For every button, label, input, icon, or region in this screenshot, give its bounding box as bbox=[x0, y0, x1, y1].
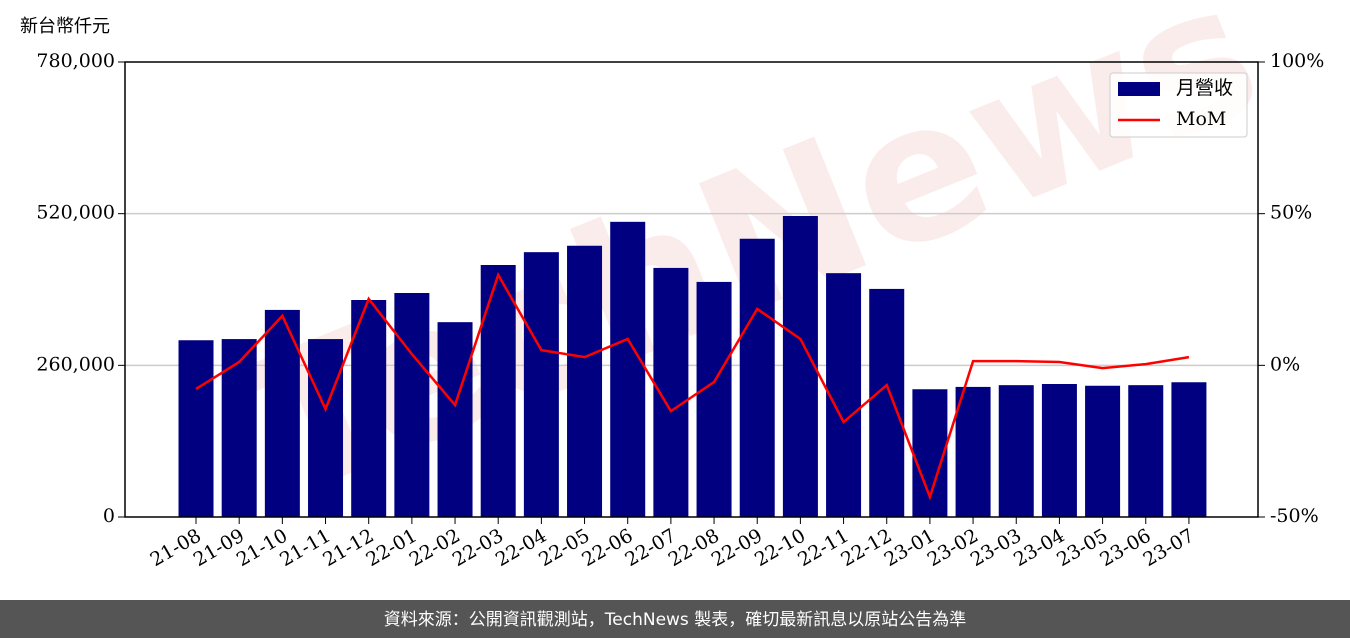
bar bbox=[221, 339, 257, 517]
x-tick-label: 23-07 bbox=[1139, 525, 1197, 571]
bar bbox=[567, 245, 603, 517]
y2-tick-label: -50% bbox=[1270, 505, 1319, 527]
bar bbox=[308, 339, 344, 517]
bar bbox=[264, 309, 300, 517]
plot-frame bbox=[124, 61, 1259, 518]
bar bbox=[1171, 382, 1207, 517]
legend-label: 月營收 bbox=[1176, 77, 1233, 99]
bar bbox=[782, 216, 818, 517]
bar bbox=[696, 281, 732, 517]
footer: 資料來源：公開資訊觀測站，TechNews 製表，確切最新訊息以原站公告為準 bbox=[384, 610, 966, 630]
bar bbox=[955, 386, 991, 517]
bar bbox=[826, 273, 862, 517]
bar bbox=[178, 340, 214, 517]
bar bbox=[610, 221, 646, 518]
bar bbox=[998, 385, 1034, 517]
bar bbox=[739, 238, 775, 517]
y-tick-label: 0 bbox=[103, 505, 115, 527]
y2-tick-label: 0% bbox=[1270, 353, 1300, 375]
bar bbox=[1041, 384, 1077, 517]
bar bbox=[394, 293, 430, 517]
line bbox=[195, 271, 1190, 501]
bar bbox=[480, 265, 516, 517]
y-tick-label: 780,000 bbox=[36, 50, 115, 72]
legend-swatch bbox=[1118, 82, 1160, 96]
bar bbox=[523, 252, 559, 517]
y-tick-label: 520,000 bbox=[36, 202, 115, 224]
footer-bar bbox=[0, 600, 1350, 638]
bar bbox=[1085, 385, 1121, 517]
bar bbox=[1128, 385, 1164, 517]
legend-label: MoM bbox=[1176, 108, 1226, 130]
bar bbox=[351, 300, 387, 517]
bar bbox=[869, 288, 905, 517]
bar bbox=[437, 322, 473, 517]
y-axis-title: 新台幣仟元 bbox=[20, 16, 110, 37]
y2-tick-label: 100% bbox=[1270, 50, 1324, 72]
y-tick-label: 260,000 bbox=[36, 353, 115, 375]
y2-tick-label: 50% bbox=[1270, 202, 1312, 224]
